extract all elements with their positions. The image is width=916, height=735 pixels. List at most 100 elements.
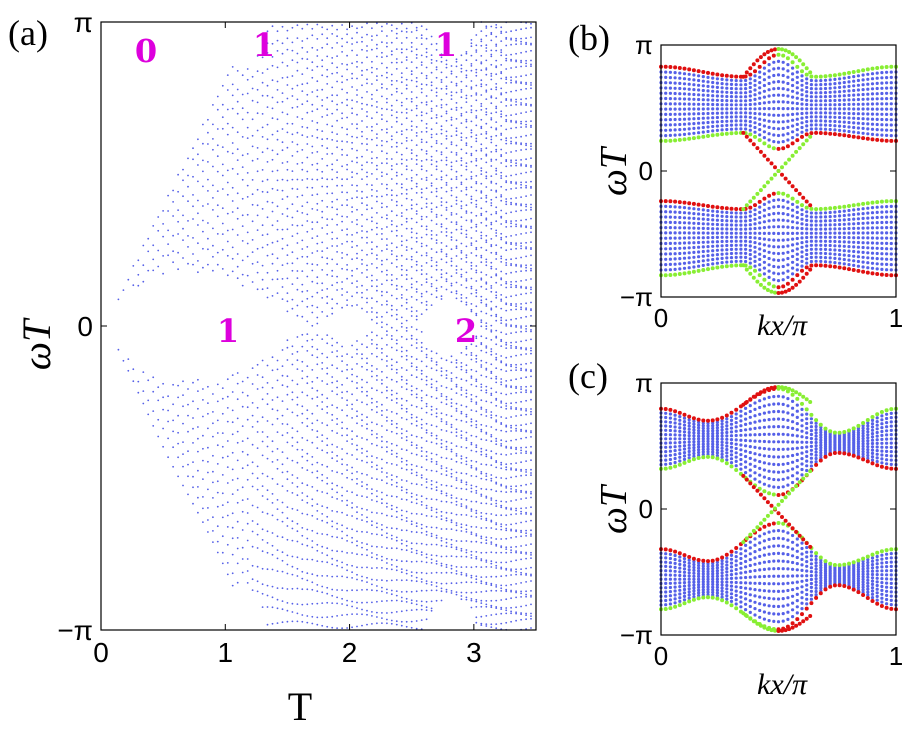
bulk-point bbox=[435, 216, 438, 218]
bulk-point bbox=[236, 581, 239, 584]
bulk-point bbox=[495, 196, 498, 199]
bulk-point bbox=[291, 391, 294, 394]
bulk-point bbox=[400, 294, 403, 296]
bulk-point bbox=[301, 405, 304, 408]
bulk-point bbox=[311, 120, 314, 122]
bulk-point bbox=[371, 601, 373, 604]
bulk-point bbox=[366, 423, 368, 426]
bulk-point bbox=[371, 93, 373, 96]
bulk-point bbox=[291, 492, 294, 494]
bulk-point bbox=[510, 271, 512, 274]
bulk-point bbox=[500, 567, 503, 570]
bulk-point bbox=[326, 37, 329, 40]
bulk-point bbox=[395, 145, 398, 148]
bulk-point bbox=[530, 241, 532, 244]
bulk-point bbox=[371, 466, 373, 468]
bulk-point bbox=[490, 626, 493, 628]
bulk-point bbox=[400, 215, 403, 218]
bulk-point bbox=[386, 396, 388, 399]
bulk-point bbox=[450, 291, 453, 294]
bulk-point bbox=[326, 372, 329, 375]
bulk-point bbox=[430, 191, 433, 194]
bulk-point bbox=[455, 477, 458, 479]
bulk-point bbox=[395, 372, 398, 374]
bulk-point bbox=[455, 160, 458, 163]
bulk-point bbox=[445, 511, 448, 514]
bulk-point bbox=[410, 120, 413, 123]
bulk-point bbox=[356, 291, 358, 294]
bulk-point bbox=[460, 462, 463, 464]
bulk-point bbox=[664, 75, 668, 79]
bulk-point bbox=[480, 438, 483, 441]
bulk-point bbox=[281, 52, 284, 55]
bulk-point bbox=[221, 516, 224, 519]
bulk-point bbox=[226, 395, 229, 398]
bulk-point bbox=[246, 196, 249, 198]
bulk-point bbox=[361, 108, 363, 110]
bulk-point bbox=[356, 435, 358, 438]
bulk-point bbox=[415, 48, 418, 51]
bulk-point bbox=[465, 488, 468, 491]
bulk-point bbox=[430, 43, 433, 46]
bulk-point bbox=[321, 463, 324, 466]
bulk-point bbox=[678, 236, 682, 240]
bulk-point bbox=[485, 50, 488, 52]
bulk-point bbox=[470, 475, 473, 477]
bulk-point bbox=[495, 514, 498, 517]
bulk-point bbox=[495, 65, 498, 67]
bulk-point bbox=[500, 392, 503, 395]
bulk-point bbox=[525, 581, 527, 583]
bulk-point bbox=[495, 315, 498, 318]
bulk-point bbox=[400, 432, 403, 435]
bulk-point bbox=[425, 252, 428, 254]
bulk-point bbox=[505, 181, 508, 184]
bulk-point bbox=[530, 506, 532, 509]
bulk-point bbox=[192, 147, 194, 150]
bulk-point bbox=[127, 358, 130, 360]
bulk-point bbox=[366, 143, 368, 146]
bulk-point bbox=[376, 600, 378, 603]
bulk-point bbox=[410, 46, 413, 48]
bulk-point bbox=[386, 494, 388, 497]
bulk-point bbox=[515, 159, 517, 162]
bulk-point bbox=[371, 532, 373, 535]
bulk-point bbox=[261, 278, 264, 281]
bulk-point bbox=[306, 100, 309, 103]
bulk-point bbox=[505, 424, 508, 427]
bulk-point bbox=[291, 539, 294, 542]
bulk-point bbox=[430, 283, 433, 285]
bulk-point bbox=[410, 609, 413, 611]
bulk-point bbox=[390, 189, 393, 192]
bulk-point bbox=[515, 391, 517, 394]
bulk-point bbox=[336, 559, 338, 562]
bulk-point bbox=[261, 113, 264, 115]
bulk-point bbox=[500, 277, 503, 280]
bulk-point bbox=[682, 97, 687, 101]
bulk-point bbox=[390, 114, 393, 117]
bulk-point bbox=[386, 101, 388, 104]
bulk-point bbox=[346, 168, 348, 171]
bulk-point bbox=[395, 380, 398, 383]
bulk-point bbox=[465, 111, 468, 113]
bulk-point bbox=[405, 379, 408, 381]
bulk-point bbox=[440, 484, 443, 486]
bulk-point bbox=[440, 56, 443, 59]
bulk-point bbox=[132, 284, 135, 287]
bulk-point bbox=[450, 521, 453, 524]
bulk-point bbox=[321, 545, 324, 548]
bulk-point bbox=[495, 584, 498, 586]
bulk-point bbox=[465, 389, 468, 392]
bulk-point bbox=[515, 324, 517, 327]
bulk-point bbox=[410, 416, 413, 419]
bulk-point bbox=[356, 553, 358, 556]
bulk-point bbox=[306, 452, 309, 455]
bulk-point bbox=[445, 261, 448, 264]
bulk-point bbox=[291, 565, 294, 568]
bulk-point bbox=[376, 478, 378, 480]
bulk-point bbox=[664, 241, 668, 246]
bulk-point bbox=[440, 295, 443, 298]
bulk-point bbox=[311, 237, 314, 240]
bulk-point bbox=[440, 518, 443, 521]
bulk-point bbox=[525, 385, 527, 388]
bulk-point bbox=[281, 511, 284, 514]
